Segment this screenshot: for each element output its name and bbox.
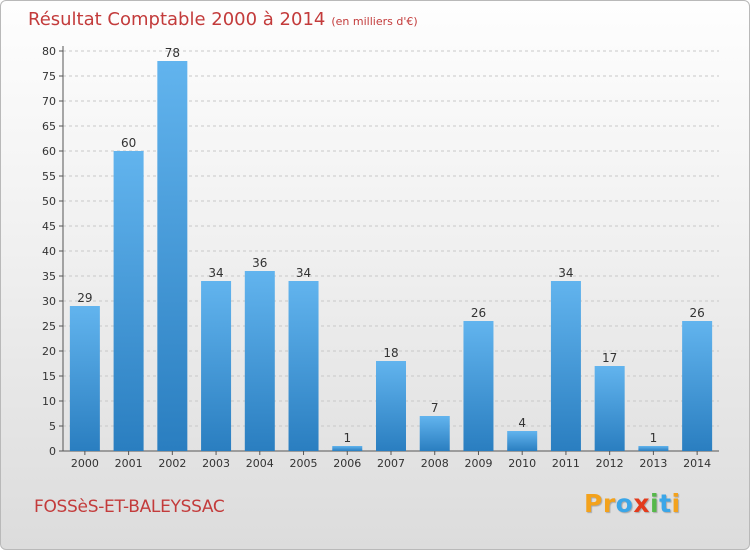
x-tick-label: 2007 [377,457,405,470]
logo-letter: i [650,489,660,518]
x-tick-label: 2009 [464,457,492,470]
bar-value-label: 34 [296,266,311,280]
x-tick-label: 2003 [202,457,230,470]
y-tick-label: 50 [42,195,56,208]
bar-2001 [113,151,144,451]
x-tick-label: 2000 [71,457,99,470]
logo-letter: o [615,489,634,518]
bar-2013 [638,446,669,451]
logo-letter: t [659,489,672,518]
bar-2009 [463,321,494,451]
bar-2010 [507,431,538,451]
bar-2012 [594,366,625,451]
logo-letter: r [602,489,616,518]
y-tick-label: 35 [42,270,56,283]
title-unit: (en milliers d'€) [331,15,418,28]
bar-value-label: 29 [77,291,92,305]
y-tick-label: 55 [42,170,56,183]
y-tick-label: 10 [42,395,56,408]
bar-2003 [201,281,232,451]
bar-value-label: 60 [121,136,136,150]
bar-value-label: 1 [343,431,351,445]
bar-2014 [682,321,713,451]
x-tick-label: 2008 [421,457,449,470]
bar-2006 [332,446,363,451]
labels: 0 5 10 15 20 25 30 35 40 45 50 55 60 65 70 75 80 29 2000 60… [42,45,711,470]
x-tick-label: 2014 [683,457,711,470]
bar-value-label: 26 [471,306,486,320]
bar-value-label: 7 [431,401,439,415]
chart-title: Résultat Comptable 2000 à 2014 (en millie… [28,9,418,30]
logo-letter: P [584,489,603,518]
y-tick-label: 80 [42,45,56,58]
proxiti-logo: Proxiti [584,489,681,518]
bar-value-label: 17 [602,351,617,365]
bar-2011 [550,281,581,451]
y-tick-label: 0 [49,445,56,458]
y-tick-label: 45 [42,220,56,233]
x-tick-label: 2001 [115,457,143,470]
bar-value-label: 18 [383,346,398,360]
bar-2002 [157,61,188,451]
logo-letter: i [671,489,681,518]
y-tick-label: 40 [42,245,56,258]
y-tick-label: 30 [42,295,56,308]
bars [69,61,713,451]
bar-value-label: 36 [252,256,267,270]
x-tick-label: 2013 [639,457,667,470]
x-tick-label: 2004 [246,457,274,470]
x-tick-label: 2006 [333,457,361,470]
x-tick-label: 2005 [290,457,318,470]
bar-value-label: 26 [689,306,704,320]
x-tick-label: 2012 [596,457,624,470]
bar-2000 [69,306,100,451]
y-tick-label: 20 [42,345,56,358]
y-tick-label: 70 [42,95,56,108]
bar-2004 [244,271,275,451]
logo-letter: x [633,489,650,518]
bar-2007 [376,361,406,451]
bar-value-label: 34 [208,266,223,280]
y-tick-label: 75 [42,70,56,83]
bar-value-label: 78 [165,46,180,60]
y-tick-label: 5 [49,420,56,433]
bar-value-label: 1 [650,431,658,445]
bar-value-label: 4 [518,416,526,430]
x-tick-label: 2010 [508,457,536,470]
x-tick-label: 2011 [552,457,580,470]
bar-2008 [419,416,450,451]
y-tick-label: 25 [42,320,56,333]
bar-value-label: 34 [558,266,573,280]
y-tick-label: 15 [42,370,56,383]
commune-name: FOSSèS-ET-BALEYSSAC [34,497,225,517]
y-tick-label: 60 [42,145,56,158]
y-tick-label: 65 [42,120,56,133]
x-tick-label: 2002 [158,457,186,470]
title-text: Résultat Comptable 2000 à 2014 [28,9,326,30]
bar-2005 [288,281,319,451]
